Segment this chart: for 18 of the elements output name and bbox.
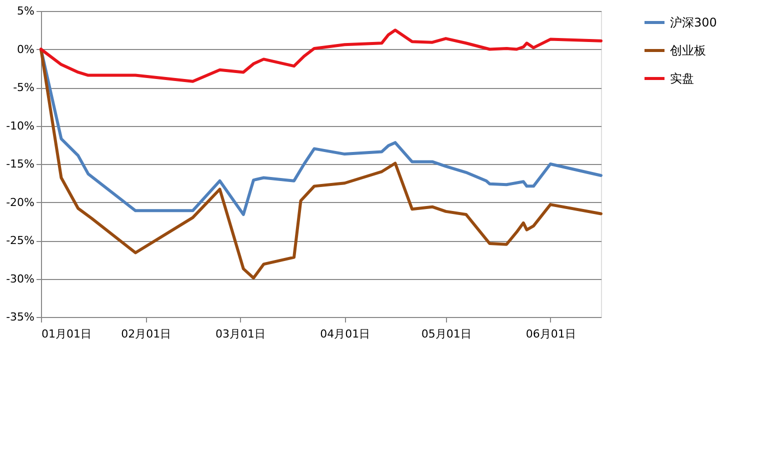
y-tick-label: 5% bbox=[17, 4, 34, 18]
x-tick-label: 02月01日 bbox=[121, 328, 172, 340]
x-tick-label: 04月01日 bbox=[320, 328, 370, 340]
y-tick-label: -10% bbox=[6, 119, 34, 132]
y-tick-label: -25% bbox=[6, 234, 34, 247]
legend-label: 实盘 bbox=[670, 72, 694, 86]
x-tick-label: 01月01日 bbox=[42, 328, 92, 340]
x-tick-label: 03月01日 bbox=[216, 328, 266, 340]
y-tick-label: -15% bbox=[6, 158, 34, 170]
legend-label: 沪深300 bbox=[670, 16, 717, 30]
y-tick-label: -5% bbox=[13, 81, 34, 94]
y-tick-label: 0% bbox=[17, 42, 34, 56]
x-tick-label: 05月01日 bbox=[421, 328, 472, 340]
y-tick-label: -20% bbox=[6, 196, 34, 209]
y-tick-label: -35% bbox=[6, 310, 34, 324]
y-tick-label: -30% bbox=[6, 272, 34, 286]
legend-label: 创业板 bbox=[670, 44, 706, 58]
x-tick-label: 06月01日 bbox=[526, 328, 576, 340]
